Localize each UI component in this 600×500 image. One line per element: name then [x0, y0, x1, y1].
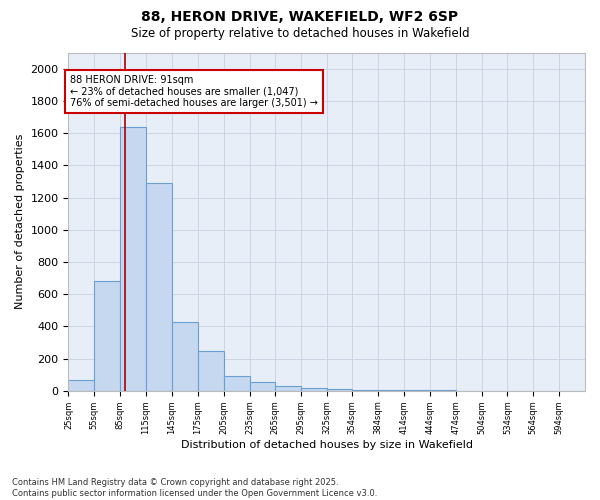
Bar [68, 380, 94, 391]
Bar [378, 390, 404, 391]
Bar [198, 350, 224, 391]
Bar [301, 388, 327, 391]
Bar [327, 389, 352, 391]
Bar [352, 390, 378, 391]
Bar [224, 376, 250, 391]
Text: 88, HERON DRIVE, WAKEFIELD, WF2 6SP: 88, HERON DRIVE, WAKEFIELD, WF2 6SP [142, 10, 458, 24]
Bar [404, 390, 430, 391]
Bar [250, 382, 275, 391]
X-axis label: Distribution of detached houses by size in Wakefield: Distribution of detached houses by size … [181, 440, 473, 450]
Text: Size of property relative to detached houses in Wakefield: Size of property relative to detached ho… [131, 28, 469, 40]
Text: Contains HM Land Registry data © Crown copyright and database right 2025.
Contai: Contains HM Land Registry data © Crown c… [12, 478, 377, 498]
Text: 88 HERON DRIVE: 91sqm
← 23% of detached houses are smaller (1,047)
76% of semi-d: 88 HERON DRIVE: 91sqm ← 23% of detached … [70, 75, 318, 108]
Bar [275, 386, 301, 391]
Bar [172, 322, 198, 391]
Y-axis label: Number of detached properties: Number of detached properties [15, 134, 25, 310]
Bar [146, 183, 172, 391]
Bar [94, 282, 120, 391]
Bar [120, 126, 146, 391]
